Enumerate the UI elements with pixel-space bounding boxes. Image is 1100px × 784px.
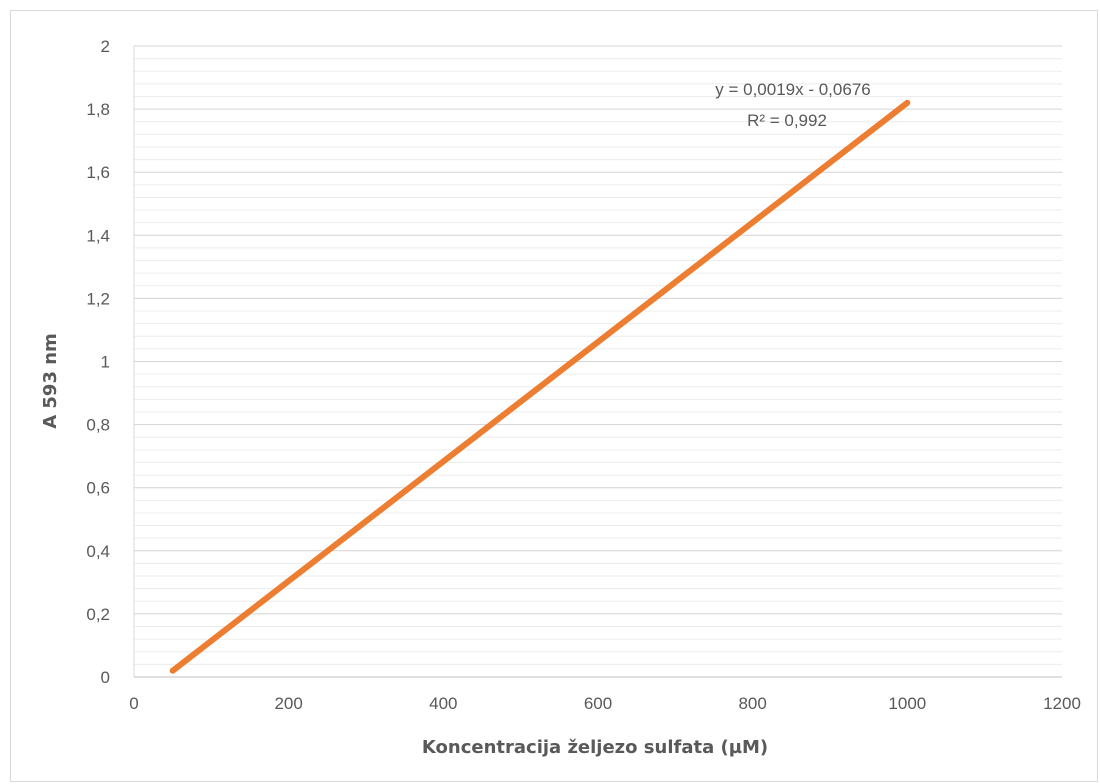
r-squared-label: R² = 0,992 bbox=[747, 111, 827, 130]
x-tick-label: 1200 bbox=[1043, 694, 1081, 713]
y-tick-label: 1,4 bbox=[86, 226, 110, 245]
y-tick-label: 1 bbox=[101, 353, 110, 372]
chart-frame: 0 0,2 0,4 0,6 0,8 1 1,2 1,4 1,6 1,8 2 0 200 400 600 80… bbox=[10, 10, 1098, 782]
trendline-series bbox=[169, 99, 911, 674]
chart-svg: 0 0,2 0,4 0,6 0,8 1 1,2 1,4 1,6 1,8 2 0 200 400 600 80… bbox=[40, 37, 1081, 758]
y-tick-label: 2 bbox=[101, 37, 110, 56]
y-tick-label: 0,8 bbox=[86, 416, 110, 435]
y-tick-label: 1,6 bbox=[86, 163, 110, 182]
y-tick-label: 0,4 bbox=[86, 542, 110, 561]
axes bbox=[133, 46, 1062, 678]
x-tick-label: 0 bbox=[129, 694, 138, 713]
y-tick-label: 1,2 bbox=[86, 289, 110, 308]
y-tick-label: 0,2 bbox=[86, 605, 110, 624]
y-tick-labels: 0 0,2 0,4 0,6 0,8 1 1,2 1,4 1,6 1,8 2 bbox=[86, 37, 110, 687]
x-tick-label: 200 bbox=[274, 694, 302, 713]
x-axis-title: Koncentracija željezo sulfata (µM) bbox=[422, 737, 768, 758]
y-axis-title: A 593 nm bbox=[40, 333, 61, 429]
series-group bbox=[169, 99, 911, 674]
x-tick-label: 400 bbox=[429, 694, 457, 713]
annotation-group: y = 0,0019x - 0,0676 R² = 0,992 bbox=[715, 80, 870, 130]
minor-gridlines bbox=[134, 58, 1062, 665]
trendline-equation: y = 0,0019x - 0,0676 bbox=[715, 80, 870, 99]
y-tick-label: 0 bbox=[101, 668, 110, 687]
y-tick-label: 0,6 bbox=[86, 479, 110, 498]
x-tick-label: 1000 bbox=[888, 694, 926, 713]
x-tick-label: 800 bbox=[738, 694, 766, 713]
major-gridlines bbox=[134, 45, 1062, 615]
y-tick-label: 1,8 bbox=[86, 100, 110, 119]
x-tick-labels: 0 200 400 600 800 1000 1200 bbox=[129, 694, 1081, 713]
x-tick-label: 600 bbox=[584, 694, 612, 713]
